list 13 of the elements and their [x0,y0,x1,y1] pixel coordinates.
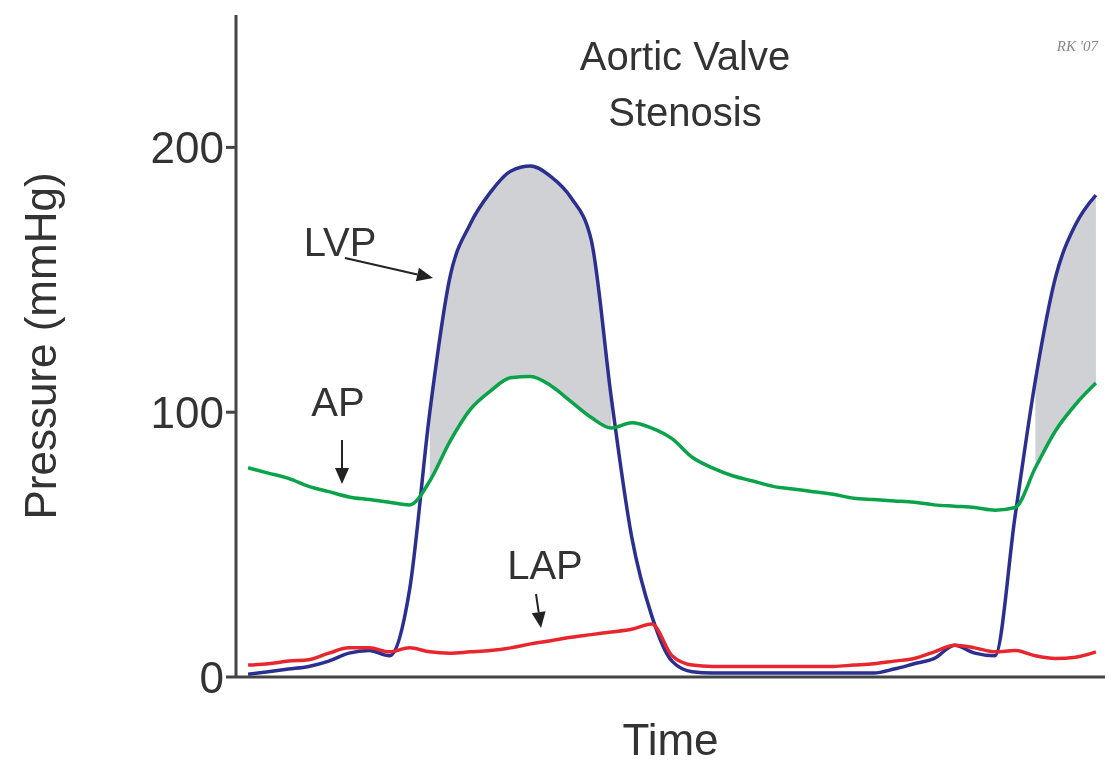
y-tick-label: 0 [199,652,224,702]
series-label: LAP [507,542,583,587]
line-series [246,622,1098,669]
y-tick-label: 200 [150,123,224,173]
line-series [246,164,1098,677]
text: Aortic Valve Stenosis [578,33,792,136]
series-label: AP [311,379,365,424]
x-axis-title: Time [622,715,719,764]
series-label: LVP [303,219,377,264]
y-tick-label: 100 [150,387,224,437]
line-series [246,374,1098,512]
y-axis-title: Pressure (mmHg) [15,172,65,520]
annotation: RK '07 [1055,38,1098,55]
